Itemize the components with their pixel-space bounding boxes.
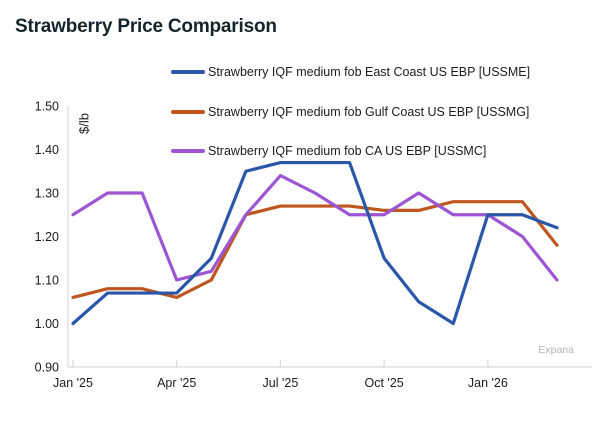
x-tick-label: Jan '25 [53, 376, 93, 390]
y-tick-label: 1.00 [35, 317, 59, 331]
x-tick-label: Apr '25 [157, 376, 196, 390]
legend-swatch [171, 109, 205, 114]
y-tick-label: 1.10 [35, 274, 59, 288]
y-tick-label: 1.50 [35, 100, 59, 114]
page-title: Strawberry Price Comparison [15, 16, 277, 37]
y-tick-label: 0.90 [35, 361, 59, 375]
legend-item-ussmc[interactable]: Strawberry IQF medium fob CA US EBP [USS… [171, 142, 486, 159]
y-tick-label: 1.20 [35, 230, 59, 244]
legend-swatch [171, 69, 205, 74]
watermark: Expana [538, 344, 574, 356]
x-tick-label: Jul '25 [263, 376, 299, 390]
legend-swatch [171, 148, 205, 153]
y-tick-label: 1.30 [35, 187, 59, 201]
legend-label: Strawberry IQF medium fob CA US EBP [USS… [208, 143, 487, 158]
y-tick-label: 1.40 [35, 143, 59, 157]
x-tick-label: Jan '26 [468, 376, 508, 390]
legend-label: Strawberry IQF medium fob East Coast US … [208, 64, 531, 79]
legend-item-ussme[interactable]: Strawberry IQF medium fob East Coast US … [171, 63, 530, 80]
series-line-ussmc [71, 174, 559, 282]
legend-label: Strawberry IQF medium fob Gulf Coast US … [208, 104, 530, 119]
series-line-ussme [71, 160, 559, 326]
x-tick-label: Oct '25 [365, 376, 404, 390]
legend-item-ussmg[interactable]: Strawberry IQF medium fob Gulf Coast US … [171, 103, 529, 120]
